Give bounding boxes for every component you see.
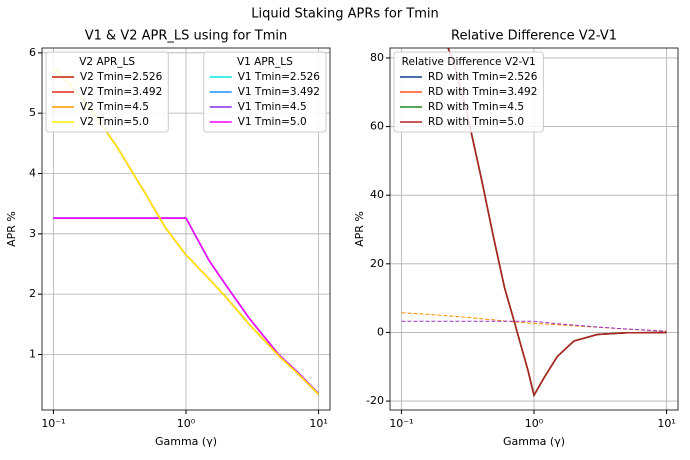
x-tick-label: 10⁻¹ [389, 417, 413, 430]
axes-frame [389, 47, 679, 411]
legend-label: V1 Tmin=4.5 [238, 101, 307, 113]
legend-label: RD with Tmin=2.526 [428, 71, 538, 83]
axes: Relative Difference V2-V1 Gamma (γ) APR % -… [353, 29, 679, 448]
x-tick-label: 10⁰ [177, 417, 196, 430]
y-tick-label: 1 [29, 347, 36, 360]
y-tick-label: 40 [370, 188, 384, 201]
axes-title: Relative Difference V2-V1 [451, 29, 617, 44]
legend-label: V1 Tmin=2.526 [238, 71, 321, 83]
x-axis-label: Gamma (γ) [155, 435, 217, 448]
y-tick-label: 60 [370, 120, 384, 133]
x-tick-label: 10¹ [657, 417, 675, 430]
y-tick-label: 80 [370, 51, 384, 64]
y-tick-label: 0 [377, 325, 384, 338]
legend-label: V1 Tmin=5.0 [238, 116, 307, 128]
plot-area [401, 48, 667, 398]
y-axis-label: APR % [353, 211, 366, 247]
legend-label: V2 Tmin=2.526 [80, 71, 163, 83]
axes: V1 & V2 APR_LS using for Tmin Gamma (γ) AP… [5, 29, 331, 448]
x-tick-label: 10¹ [309, 417, 327, 430]
y-tick-label: 20 [370, 257, 384, 270]
y-tick-label: 4 [29, 166, 36, 179]
legend: V2 APR_LS V2 Tmin=2.526 V2 Tmin=3.492 V2 Tm… [45, 51, 169, 133]
legend-title: Relative Difference V2-V1 [402, 56, 536, 68]
legend-title: V1 APR_LS [237, 56, 293, 68]
legend-title: V2 APR_LS [79, 56, 135, 68]
figure-title: Liquid Staking APRs for Tmin [251, 7, 439, 22]
legend: Relative Difference V2-V1 RD with Tmin=2.… [393, 51, 544, 133]
legend-label: RD with Tmin=5.0 [428, 116, 524, 128]
series-line [447, 48, 667, 398]
legend-box [203, 51, 327, 133]
y-tick-label: -20 [366, 394, 384, 407]
x-tick-label: 10⁻¹ [41, 417, 65, 430]
x-axis-label: Gamma (γ) [503, 435, 565, 448]
y-tick-label: 3 [29, 227, 36, 240]
legend-label: V2 Tmin=3.492 [80, 86, 162, 98]
legend-label: V1 Tmin=3.492 [238, 86, 320, 98]
legend-label: V2 Tmin=4.5 [80, 101, 149, 113]
legend-box [45, 51, 169, 133]
axes-frame [41, 47, 331, 411]
y-tick-label: 5 [29, 106, 36, 119]
legend-label: RD with Tmin=3.492 [428, 86, 537, 98]
series-line [53, 217, 320, 395]
y-axis-label: APR % [5, 211, 18, 247]
legend-box [393, 51, 544, 133]
axes-title: V1 & V2 APR_LS using for Tmin [85, 29, 287, 44]
series-line [401, 320, 667, 332]
legend-label: V2 Tmin=5.0 [80, 116, 149, 128]
y-tick-label: 2 [29, 287, 36, 300]
y-tick-label: 6 [29, 46, 36, 59]
x-tick-label: 10⁰ [525, 417, 544, 430]
legend-label: RD with Tmin=4.5 [428, 101, 524, 113]
legend: V1 APR_LS V1 Tmin=2.526 V1 Tmin=3.492 V1 Tm… [203, 51, 327, 133]
